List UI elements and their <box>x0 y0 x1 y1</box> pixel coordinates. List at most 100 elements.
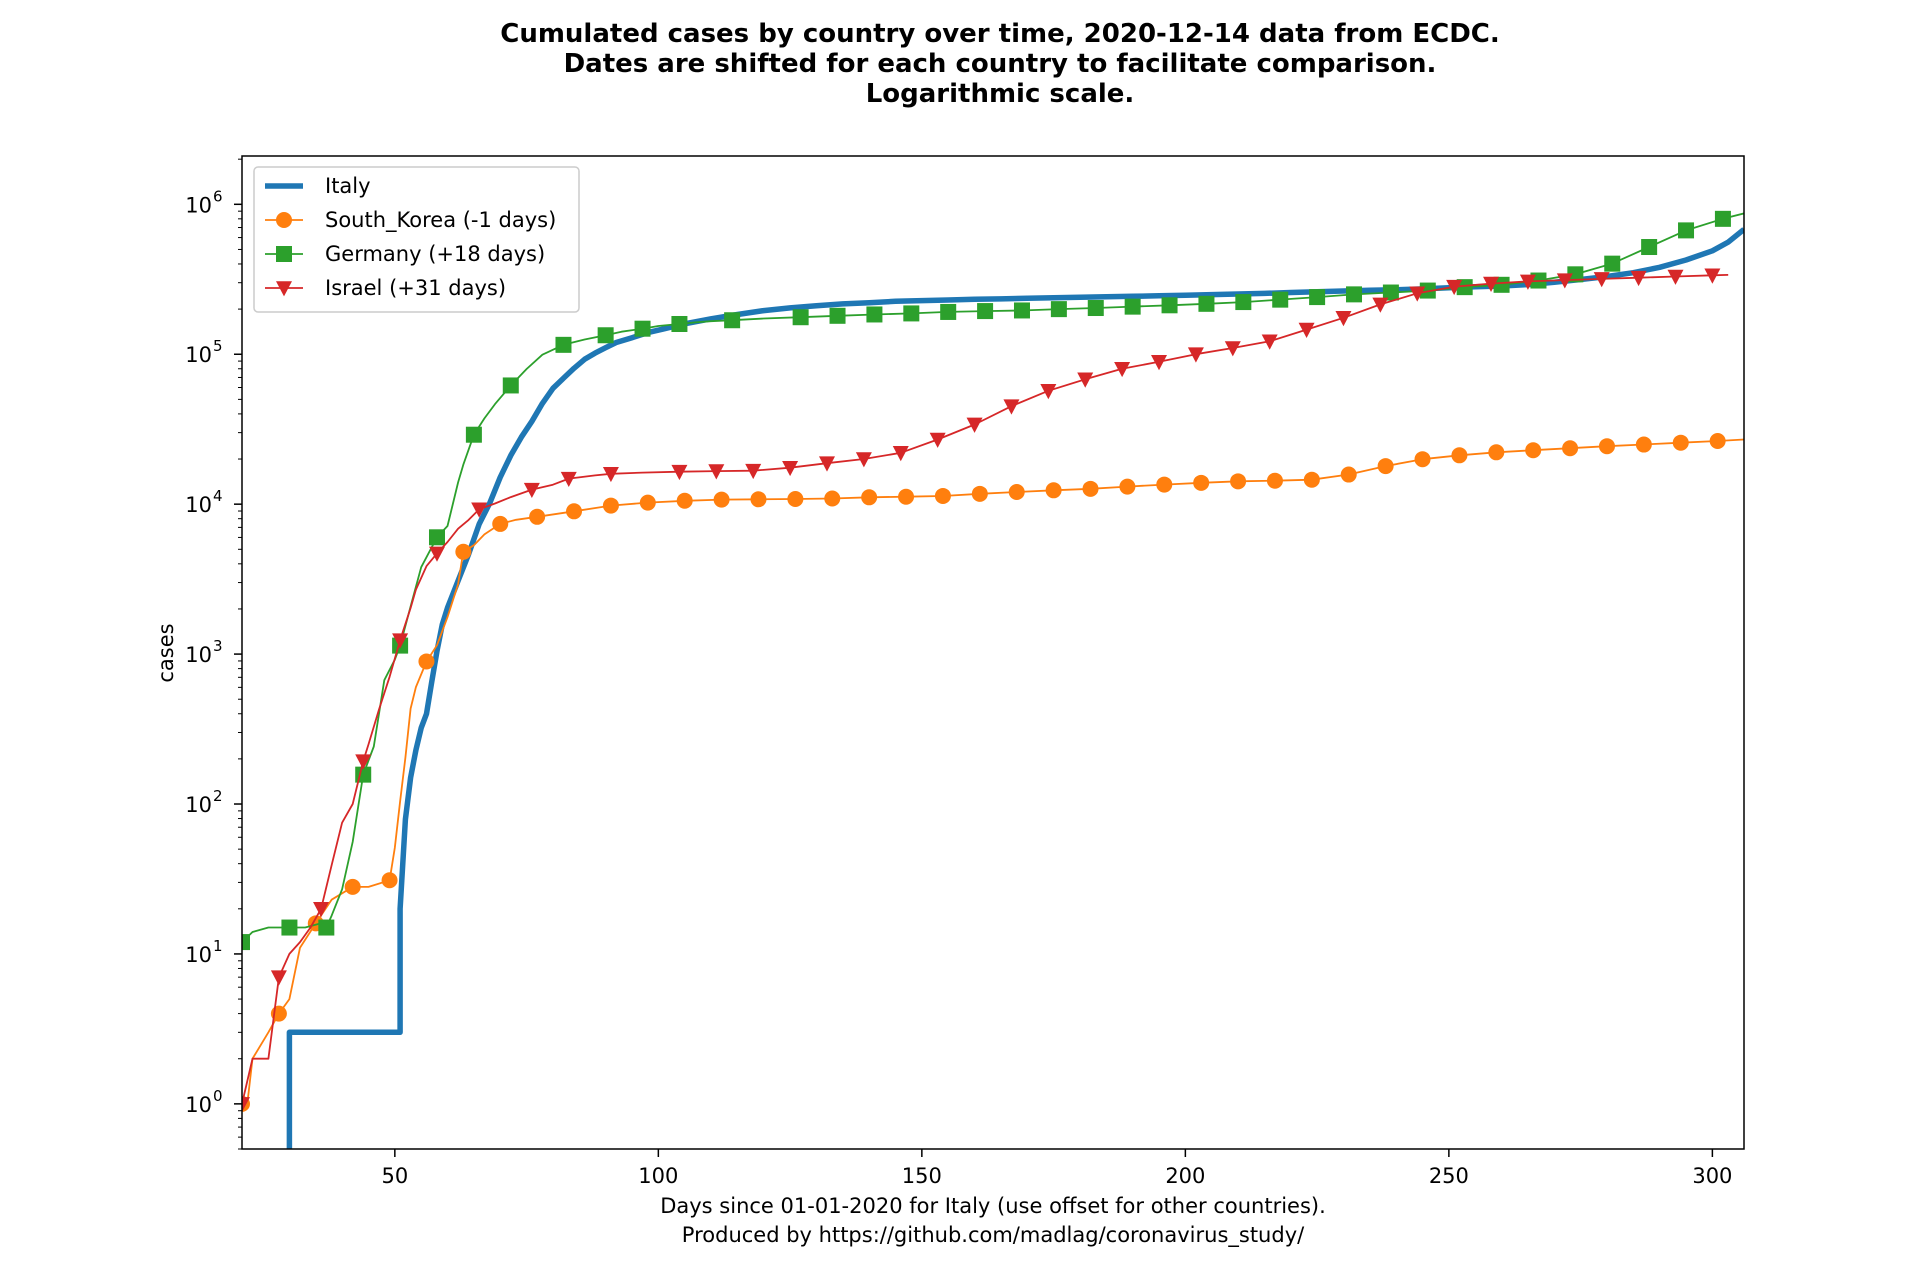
chart-title: Cumulated cases by country over time, 20… <box>500 19 1500 109</box>
data-point <box>1114 361 1131 378</box>
data-point <box>602 466 619 483</box>
data-point <box>455 543 472 560</box>
legend-entry: South_Korea (-1 days) <box>265 208 556 233</box>
data-point <box>1672 434 1689 451</box>
data-point <box>1483 276 1500 292</box>
legend-label: Germany (+18 days) <box>325 242 545 266</box>
data-point <box>355 754 372 770</box>
data-point <box>966 417 983 433</box>
data-point <box>1119 478 1136 495</box>
data-point <box>492 515 509 532</box>
x-axis-label-line-1: Days since 01-01-2020 for Italy (use off… <box>660 1194 1326 1218</box>
series-1 <box>242 432 1744 1112</box>
y-tick-exponent: 0 <box>213 1087 223 1105</box>
data-point <box>1272 291 1289 308</box>
data-point <box>903 305 920 322</box>
legend-label: Israel (+31 days) <box>325 276 506 300</box>
data-point <box>1124 298 1141 315</box>
data-point <box>560 471 577 488</box>
data-point <box>1298 322 1315 338</box>
data-point <box>1193 474 1210 491</box>
data-point <box>745 463 762 480</box>
y-tick-label: 10 <box>185 943 212 967</box>
data-point <box>787 491 804 508</box>
plot-frame <box>241 155 1745 1150</box>
data-point <box>1008 484 1025 501</box>
y-tick-label: 10 <box>185 643 212 667</box>
data-point <box>892 446 909 462</box>
series-line <box>242 274 1729 1105</box>
data-point <box>1409 286 1426 302</box>
data-point <box>1635 436 1652 453</box>
data-point <box>418 653 435 670</box>
series-0 <box>286 227 1744 1149</box>
data-point <box>1556 273 1573 289</box>
y-tick-exponent: 4 <box>213 487 223 505</box>
y-tick-exponent: 1 <box>213 937 223 955</box>
data-point <box>242 1097 250 1113</box>
title-line-2: Dates are shifted for each country to fa… <box>564 49 1437 79</box>
data-point <box>1567 266 1584 283</box>
x-tick-label: 150 <box>902 1164 942 1188</box>
data-point <box>1525 442 1542 459</box>
data-point <box>1156 476 1173 493</box>
data-point <box>1003 399 1020 415</box>
data-point <box>270 970 287 986</box>
data-point <box>344 878 361 895</box>
y-tick-exponent: 3 <box>213 637 223 655</box>
data-point <box>1562 440 1579 457</box>
data-point <box>940 303 957 320</box>
data-point <box>977 303 994 320</box>
data-point <box>1382 284 1399 301</box>
legend-marker <box>276 246 292 262</box>
data-point <box>523 482 540 499</box>
x-tick-label: 300 <box>1692 1164 1732 1188</box>
data-point <box>1013 302 1030 319</box>
data-point <box>392 633 409 649</box>
y-tick-label: 10 <box>185 343 212 367</box>
data-point <box>318 919 335 936</box>
data-point <box>824 490 841 507</box>
x-tick-label: 250 <box>1429 1164 1469 1188</box>
data-point <box>1309 289 1326 306</box>
data-point <box>1451 447 1468 464</box>
data-point <box>971 485 988 502</box>
data-point <box>313 902 330 918</box>
x-tick-label: 100 <box>638 1164 678 1188</box>
series-layer <box>242 210 1744 1149</box>
y-tick-label: 10 <box>185 493 212 517</box>
data-point <box>1224 341 1241 357</box>
legend-label: Italy <box>325 174 371 198</box>
series-3 <box>242 268 1729 1113</box>
data-point <box>1340 466 1357 483</box>
series-line <box>286 227 1744 1149</box>
data-point <box>465 426 482 443</box>
data-point <box>1446 279 1463 296</box>
data-point <box>1667 269 1684 285</box>
y-tick-exponent: 2 <box>213 787 223 805</box>
data-point <box>1630 270 1647 287</box>
data-point <box>1198 295 1215 312</box>
data-point <box>782 460 799 477</box>
data-point <box>792 309 809 326</box>
data-point <box>1151 355 1168 371</box>
title-line-3: Logarithmic scale. <box>866 79 1135 109</box>
data-point <box>829 307 846 324</box>
x-tick-label: 200 <box>1165 1164 1205 1188</box>
data-point <box>555 336 572 353</box>
series-line <box>242 438 1744 1105</box>
y-axis-label: cases <box>154 623 178 682</box>
data-point <box>671 315 688 332</box>
data-point <box>861 489 878 506</box>
data-point <box>1377 458 1394 475</box>
data-point <box>634 320 651 337</box>
data-point <box>1493 276 1510 293</box>
data-point <box>1303 471 1320 488</box>
data-point <box>502 377 519 394</box>
y-tick-exponent: 6 <box>213 187 223 205</box>
data-point <box>818 456 835 472</box>
legend-marker <box>276 212 292 228</box>
data-point <box>934 487 951 504</box>
data-point <box>724 312 741 329</box>
